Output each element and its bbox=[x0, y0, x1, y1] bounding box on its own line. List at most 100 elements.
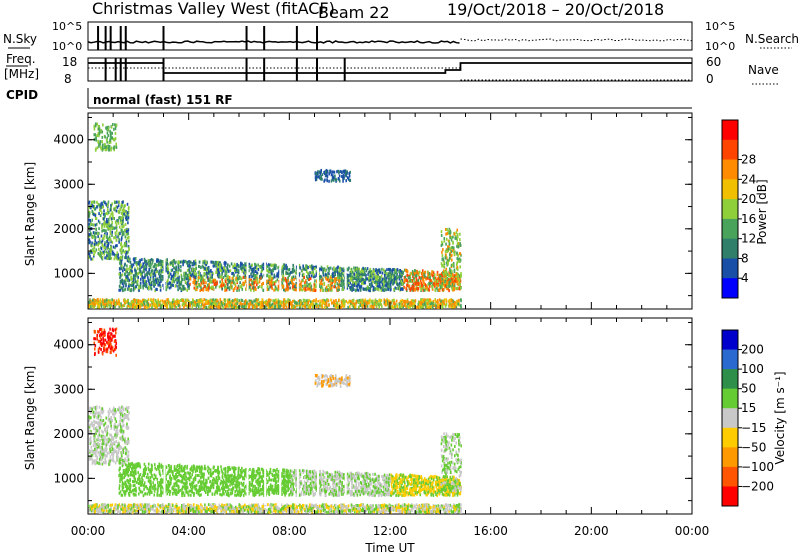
heatmap-cell bbox=[273, 288, 275, 292]
heatmap-cell bbox=[343, 176, 345, 180]
heatmap-cell bbox=[202, 300, 204, 304]
heatmap-cell bbox=[434, 299, 437, 303]
heatmap-cell bbox=[156, 288, 158, 292]
heatmap-cell bbox=[124, 222, 127, 226]
heatmap-cell bbox=[414, 271, 416, 275]
heatmap-cell bbox=[406, 269, 409, 273]
heatmap-cell bbox=[337, 273, 339, 277]
heatmap-cell bbox=[348, 281, 351, 285]
heatmap-cell bbox=[143, 270, 145, 274]
heatmap-cell bbox=[154, 303, 157, 307]
heatmap-cell bbox=[94, 133, 97, 137]
heatmap-cell bbox=[201, 302, 204, 306]
heatmap-cell bbox=[369, 267, 372, 271]
heatmap-cell bbox=[101, 204, 104, 208]
heatmap-cell bbox=[331, 279, 334, 283]
heatmap-cell bbox=[204, 261, 206, 265]
heatmap-cell bbox=[432, 276, 435, 280]
heatmap-cell bbox=[186, 261, 189, 265]
heatmap-cell bbox=[258, 280, 261, 284]
heatmap-cell bbox=[450, 273, 453, 277]
heatmap-cell bbox=[413, 303, 416, 307]
heatmap-cell bbox=[120, 236, 123, 240]
heatmap-cell bbox=[449, 236, 451, 240]
heatmap-cell bbox=[322, 273, 325, 277]
heatmap-cell bbox=[448, 302, 451, 306]
heatmap-cell bbox=[113, 226, 115, 230]
heatmap-cell bbox=[347, 305, 349, 309]
heatmap-cell bbox=[176, 298, 178, 302]
heatmap-cell bbox=[104, 135, 106, 139]
heatmap-cell bbox=[107, 256, 110, 260]
heatmap-cell bbox=[367, 272, 369, 276]
heatmap-cell bbox=[98, 144, 100, 148]
heatmap-cell bbox=[335, 306, 338, 310]
heatmap-cell bbox=[160, 270, 163, 274]
heatmap-cell bbox=[275, 280, 277, 284]
heatmap-cell bbox=[89, 232, 92, 236]
heatmap-cell bbox=[194, 267, 196, 271]
heatmap-cell bbox=[426, 288, 429, 292]
heatmap-cell bbox=[405, 300, 407, 304]
heatmap-cell bbox=[274, 266, 277, 270]
heatmap-cell bbox=[155, 281, 157, 285]
heatmap-cell bbox=[278, 275, 281, 279]
heatmap-cell bbox=[194, 259, 197, 263]
heatmap-cell bbox=[385, 302, 388, 306]
heatmap-cell bbox=[239, 281, 241, 285]
heatmap-cell bbox=[165, 266, 168, 270]
heatmap-cell bbox=[305, 299, 308, 303]
heatmap-cell bbox=[227, 286, 229, 290]
heatmap-cell bbox=[186, 298, 189, 302]
heatmap-cell bbox=[127, 257, 130, 261]
heatmap-cell bbox=[286, 288, 289, 292]
heatmap-cell bbox=[94, 122, 97, 126]
heatmap-cell bbox=[111, 230, 114, 234]
heatmap-cell bbox=[372, 288, 375, 292]
heatmap-cell bbox=[261, 305, 263, 309]
heatmap-cell bbox=[318, 170, 321, 174]
heatmap-cell bbox=[396, 268, 399, 272]
heatmap-cell bbox=[441, 305, 443, 309]
heatmap-cell bbox=[453, 248, 455, 252]
heatmap-cell bbox=[237, 271, 240, 275]
heatmap-cell bbox=[372, 280, 374, 284]
heatmap-cell bbox=[193, 271, 196, 275]
heatmap-cell bbox=[407, 276, 410, 280]
heatmap-cell bbox=[255, 266, 258, 270]
heatmap-cell bbox=[373, 302, 376, 306]
heatmap-cell bbox=[310, 264, 313, 268]
heatmap-cell bbox=[112, 251, 115, 255]
heatmap-cell bbox=[105, 138, 108, 142]
heatmap-cell bbox=[372, 285, 375, 289]
heatmap-cell bbox=[292, 283, 294, 287]
heatmap-cell bbox=[360, 282, 363, 286]
heatmap-cell bbox=[170, 274, 173, 278]
heatmap-cell bbox=[251, 281, 253, 285]
heatmap-cell bbox=[295, 281, 298, 285]
heatmap-cell bbox=[100, 130, 103, 134]
heatmap-cell bbox=[459, 238, 461, 242]
heatmap-cell bbox=[457, 242, 460, 246]
heatmap-cell bbox=[261, 282, 263, 286]
heatmap-cell bbox=[129, 304, 131, 308]
heatmap-cell bbox=[126, 217, 129, 221]
heatmap-cell bbox=[121, 273, 124, 277]
heatmap-cell bbox=[324, 299, 326, 303]
heatmap-cell bbox=[209, 305, 212, 309]
heatmap-cell bbox=[167, 299, 170, 303]
heatmap-cell bbox=[162, 277, 164, 281]
heatmap-cell bbox=[307, 266, 309, 270]
heatmap-cell bbox=[161, 260, 164, 264]
heatmap-cell bbox=[101, 143, 104, 147]
heatmap-cell bbox=[338, 303, 340, 307]
heatmap-cell bbox=[103, 228, 106, 232]
heatmap-cell bbox=[108, 253, 110, 257]
heatmap-cell bbox=[373, 305, 375, 309]
heatmap-cell bbox=[148, 263, 151, 267]
heatmap-cell bbox=[352, 305, 355, 309]
heatmap-cell bbox=[145, 284, 147, 288]
heatmap-cell bbox=[334, 174, 336, 178]
heatmap-cell bbox=[210, 286, 212, 290]
freq-tick-low: 8 bbox=[64, 72, 72, 86]
